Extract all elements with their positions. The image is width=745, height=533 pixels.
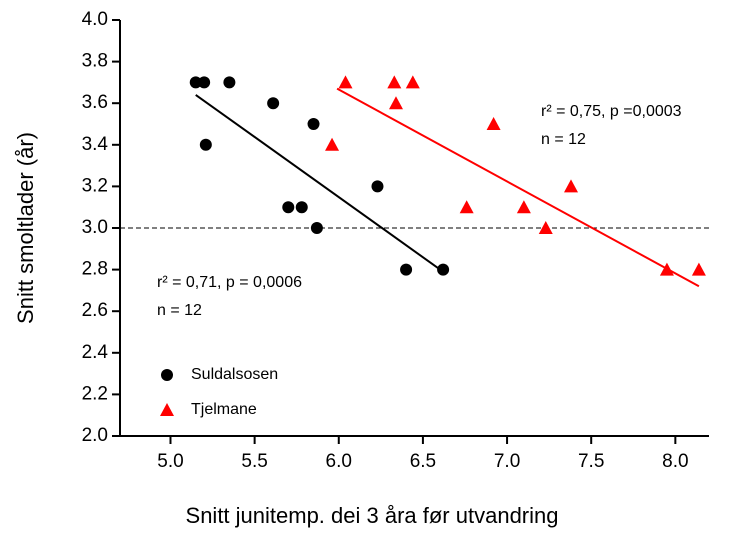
annotation: n = 12 bbox=[157, 302, 202, 319]
y-tick-label: 3.8 bbox=[82, 51, 108, 72]
y-tick-label: 3.0 bbox=[82, 217, 108, 238]
point bbox=[295, 201, 308, 214]
annotation: r² = 0,71, p = 0,0006 bbox=[157, 274, 302, 291]
y-tick-label: 3.2 bbox=[82, 175, 108, 196]
point bbox=[388, 96, 403, 110]
point bbox=[459, 200, 474, 214]
y-tick-label: 4.0 bbox=[82, 9, 108, 30]
y-tick-label: 2.2 bbox=[82, 383, 108, 404]
point bbox=[198, 76, 211, 89]
x-axis-label: Snitt junitemp. dei 3 åra før utvandring bbox=[186, 503, 559, 528]
point bbox=[325, 137, 340, 151]
point bbox=[400, 263, 413, 276]
point bbox=[338, 75, 353, 89]
regression-line bbox=[195, 94, 444, 273]
point bbox=[223, 76, 236, 89]
y-tick-label: 2.4 bbox=[82, 342, 109, 363]
regression-line bbox=[336, 87, 700, 288]
point bbox=[405, 75, 420, 89]
point bbox=[538, 221, 553, 234]
point bbox=[691, 262, 706, 276]
point bbox=[437, 263, 450, 276]
x-tick-label: 5.5 bbox=[241, 451, 267, 472]
annotation: r² = 0,75, p =0,0003 bbox=[541, 103, 682, 120]
y-tick-label: 2.0 bbox=[82, 425, 108, 446]
point bbox=[516, 200, 531, 214]
x-tick-label: 6.0 bbox=[326, 451, 352, 472]
y-axis-label: Snitt smoltlader (år) bbox=[13, 132, 38, 324]
point bbox=[371, 180, 384, 193]
y-tick-label: 3.6 bbox=[82, 92, 108, 113]
point bbox=[282, 201, 295, 214]
legend-marker bbox=[161, 369, 173, 381]
point bbox=[387, 75, 402, 89]
x-tick-label: 7.0 bbox=[494, 451, 520, 472]
x-tick-label: 5.0 bbox=[157, 451, 183, 472]
point bbox=[659, 262, 674, 276]
point bbox=[486, 117, 501, 130]
annotation: n = 12 bbox=[541, 131, 586, 148]
point bbox=[267, 97, 280, 110]
point bbox=[564, 179, 579, 193]
x-tick-label: 8.0 bbox=[662, 451, 688, 472]
legend-label: Tjelmane bbox=[191, 401, 257, 418]
point bbox=[189, 76, 202, 89]
legend-label: Suldalsosen bbox=[191, 366, 278, 383]
y-tick-label: 2.8 bbox=[82, 259, 108, 280]
point bbox=[199, 138, 212, 151]
x-tick-label: 7.5 bbox=[578, 451, 604, 472]
x-tick-label: 6.5 bbox=[410, 451, 436, 472]
y-tick-label: 2.6 bbox=[82, 300, 108, 321]
point bbox=[310, 222, 323, 234]
legend-marker bbox=[160, 403, 174, 416]
y-tick-label: 3.4 bbox=[82, 134, 109, 155]
point bbox=[307, 118, 320, 130]
